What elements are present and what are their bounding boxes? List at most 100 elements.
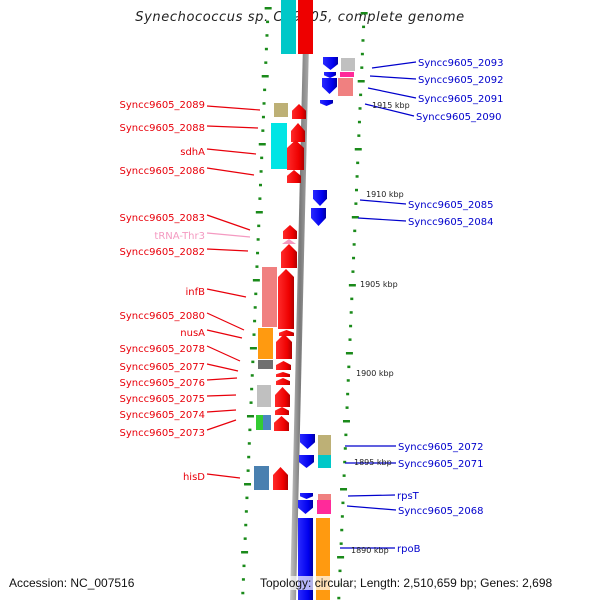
gene-label-left[interactable]: tRNA-Thr3 — [154, 231, 205, 242]
gene-2078-box[interactable] — [258, 360, 273, 369]
gene-label-left[interactable]: hisD — [183, 472, 205, 483]
gene-label-left[interactable]: Syncc9605_2074 — [120, 410, 206, 421]
gene-infB[interactable] — [278, 269, 294, 329]
gene-2084[interactable] — [311, 208, 326, 226]
gene-2075[interactable] — [275, 387, 290, 407]
tick-mark — [346, 392, 350, 396]
tick-mark — [252, 279, 260, 282]
gene-sdhA-box[interactable] — [271, 123, 287, 169]
gene-rpsT-box[interactable] — [318, 494, 331, 500]
gene-label-left[interactable]: Syncc9605_2077 — [120, 362, 206, 373]
tick-mark — [253, 319, 257, 323]
label-leader-line — [206, 148, 257, 155]
tick-mark — [249, 347, 257, 350]
label-leader-line — [206, 377, 238, 381]
gene-cyan-top[interactable] — [281, 0, 296, 54]
gene-label-left[interactable]: Syncc9605_2076 — [120, 378, 206, 389]
gene-nusA[interactable] — [276, 334, 292, 359]
label-leader-line — [346, 505, 397, 511]
gene-2092-small[interactable] — [324, 72, 336, 78]
gene-2074[interactable] — [275, 407, 289, 415]
gene-label-right[interactable]: Syncc9605_2084 — [408, 217, 494, 228]
tick-mark — [256, 251, 260, 255]
gene-label-left[interactable]: Syncc9605_2073 — [120, 428, 206, 439]
tick-mark — [247, 442, 251, 445]
gene-2073-green[interactable] — [256, 415, 263, 430]
gene-label-left[interactable]: Syncc9605_2088 — [120, 123, 206, 134]
gene-label-left[interactable]: Syncc9605_2075 — [120, 394, 206, 405]
gene-infB-box[interactable] — [262, 267, 277, 327]
gene-2076-small[interactable] — [276, 372, 290, 377]
tick-mark — [352, 256, 356, 260]
tick-mark — [251, 360, 255, 364]
gene-label-right[interactable]: Syncc9605_2072 — [398, 442, 484, 453]
gene-label-left[interactable]: infB — [186, 287, 206, 298]
gene-label-left[interactable]: sdhA — [180, 147, 205, 158]
gene-2090[interactable] — [320, 100, 333, 106]
gene-label-right[interactable]: Syncc9605_2068 — [398, 506, 484, 517]
tick-mark — [250, 374, 254, 377]
gene-2089[interactable] — [292, 104, 306, 119]
gene-2075-box[interactable] — [257, 385, 271, 407]
tick-mark — [340, 488, 348, 491]
tick-mark — [341, 501, 345, 505]
gene-2068[interactable] — [298, 500, 313, 514]
gene-2091[interactable] — [322, 78, 337, 94]
gene-2093-box[interactable] — [341, 58, 355, 71]
gene-2089-box[interactable] — [274, 103, 288, 117]
gene-label-left[interactable]: Syncc9605_2080 — [120, 311, 206, 322]
gene-label-right[interactable]: Syncc9605_2090 — [416, 112, 502, 123]
gene-label-right[interactable]: Syncc9605_2093 — [418, 58, 504, 69]
gene-label-right[interactable]: Syncc9605_2092 — [418, 75, 504, 86]
gene-label-left[interactable]: Syncc9605_2089 — [120, 100, 206, 111]
gene-label-left[interactable]: Syncc9605_2082 — [120, 247, 206, 258]
gene-label-left[interactable]: Syncc9605_2078 — [120, 344, 206, 355]
gene-rpsT[interactable] — [300, 493, 313, 499]
gene-2085[interactable] — [313, 190, 327, 206]
gene-2083[interactable] — [283, 225, 297, 239]
tick-mark — [241, 578, 245, 581]
gene-2071-box[interactable] — [318, 455, 331, 468]
gene-label-left[interactable]: nusA — [180, 328, 205, 339]
gene-label-right[interactable]: Syncc9605_2071 — [398, 459, 484, 470]
trna-thr3[interactable] — [282, 239, 296, 244]
gene-red-top[interactable] — [298, 0, 313, 54]
gene-2080-small[interactable] — [279, 330, 294, 336]
gene-label-left[interactable]: Syncc9605_2086 — [120, 166, 206, 177]
gene-2072[interactable] — [300, 434, 315, 449]
gene-2073[interactable] — [274, 416, 289, 431]
tick-mark — [358, 107, 362, 110]
tick-mark — [264, 47, 268, 51]
gene-2088[interactable] — [291, 123, 305, 142]
tick-mark — [261, 129, 265, 132]
gene-label-right[interactable]: rpsT — [397, 491, 420, 502]
tick-mark — [355, 175, 359, 178]
tick-mark — [359, 93, 363, 97]
gene-2093[interactable] — [323, 57, 338, 70]
gene-2071[interactable] — [299, 455, 314, 468]
gene-label-right[interactable]: Syncc9605_2091 — [418, 94, 504, 105]
label-leader-line — [206, 394, 237, 397]
gene-2072-box[interactable] — [318, 435, 331, 455]
gene-2073-blue[interactable] — [263, 415, 271, 430]
gene-2086[interactable] — [287, 170, 301, 183]
gene-nusA-box[interactable] — [258, 328, 273, 359]
gene-2076[interactable] — [276, 378, 290, 385]
gene-label-left[interactable]: Syncc9605_2083 — [120, 213, 206, 224]
gene-2092-box[interactable] — [340, 72, 354, 77]
gene-label-right[interactable]: rpoB — [397, 544, 421, 555]
gene-2077[interactable] — [276, 361, 291, 370]
gene-sdhA[interactable] — [287, 140, 304, 170]
gene-hisD-box[interactable] — [254, 466, 269, 490]
gene-label-right[interactable]: Syncc9605_2085 — [408, 200, 494, 211]
gene-2068-box[interactable] — [317, 500, 331, 514]
gene-2082[interactable] — [281, 244, 297, 268]
gene-hisD[interactable] — [273, 467, 288, 490]
tick-mark — [255, 265, 259, 268]
tick-mark — [243, 537, 247, 540]
tick-mark — [262, 102, 266, 105]
tick-mark — [351, 270, 355, 273]
tick-mark — [357, 80, 365, 83]
gene-2091-box[interactable] — [338, 78, 353, 96]
tick-mark — [360, 52, 364, 56]
